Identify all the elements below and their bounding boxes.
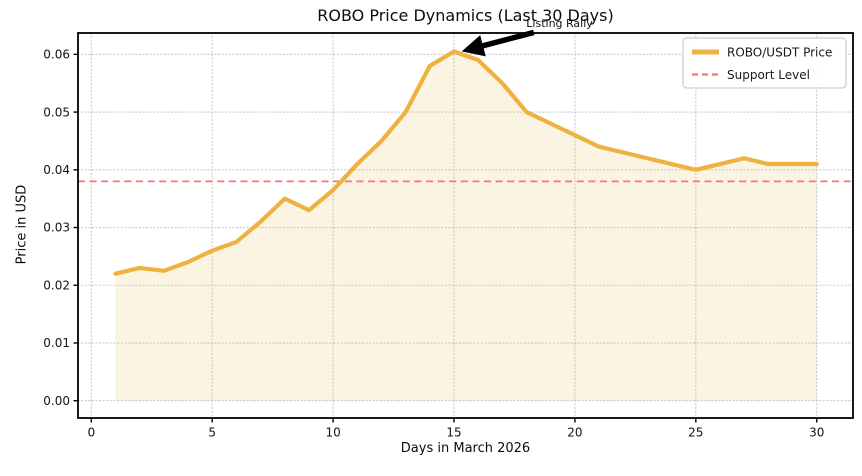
x-tick-label: 20 (567, 426, 582, 440)
chart-title: ROBO Price Dynamics (Last 30 Days) (317, 6, 614, 25)
x-tick-label: 5 (208, 426, 216, 440)
x-tick-label: 15 (446, 426, 461, 440)
x-tick-label: 0 (87, 426, 95, 440)
legend-label: Support Level (727, 68, 810, 82)
x-axis-label: Days in March 2026 (400, 441, 531, 456)
y-tick-label: 0.04 (43, 163, 70, 177)
price-area-fill (115, 51, 817, 401)
legend-box (682, 37, 847, 89)
y-tick-label: 0.01 (43, 336, 70, 350)
x-tick-label: 10 (325, 426, 340, 440)
y-tick-label: 0.06 (43, 48, 70, 62)
annotation-label: Listing Rally (526, 17, 593, 30)
y-axis-label: Price in USD (14, 184, 30, 265)
annotation-arrow (461, 29, 535, 57)
y-tick-label: 0.03 (43, 221, 70, 235)
axes-frame (77, 32, 854, 419)
x-tick-label: 30 (809, 426, 824, 440)
x-tick-label: 25 (688, 426, 703, 440)
y-tick-label: 0.02 (43, 278, 70, 292)
y-tick-label: 0.05 (43, 105, 70, 119)
y-tick-label: 0.00 (43, 394, 70, 408)
legend-label: ROBO/USDT Price (727, 45, 832, 59)
